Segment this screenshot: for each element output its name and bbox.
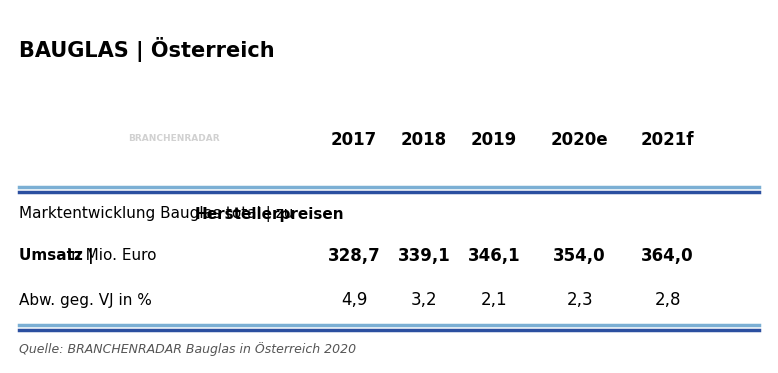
Text: BRANCHENR: BRANCHENR xyxy=(28,164,82,173)
Text: 328,7: 328,7 xyxy=(328,247,380,264)
Text: 2,8: 2,8 xyxy=(654,291,681,309)
Text: 364,0: 364,0 xyxy=(641,247,694,264)
Text: 2019: 2019 xyxy=(471,131,517,149)
Text: Marktentwicklung Bauglas total | zu: Marktentwicklung Bauglas total | zu xyxy=(19,207,299,222)
Text: Herstellerpreisen: Herstellerpreisen xyxy=(194,207,344,222)
Text: BRANCHENRADAR: BRANCHENRADAR xyxy=(28,134,120,143)
Text: 354,0: 354,0 xyxy=(553,247,606,264)
Text: Umsatz |: Umsatz | xyxy=(19,248,94,263)
Text: 2021f: 2021f xyxy=(641,131,694,149)
Text: 2020e: 2020e xyxy=(551,131,608,149)
Text: Abw. geg. VJ in %: Abw. geg. VJ in % xyxy=(19,293,152,308)
Text: BRANCHENRADAR: BRANCHENRADAR xyxy=(128,134,220,143)
Text: 2,3: 2,3 xyxy=(566,291,593,309)
Text: 346,1: 346,1 xyxy=(468,247,520,264)
Text: 4,9: 4,9 xyxy=(341,291,367,309)
Text: Quelle: BRANCHENRADAR Bauglas in Österreich 2020: Quelle: BRANCHENRADAR Bauglas in Österre… xyxy=(19,342,356,356)
Text: BAUGLAS | Österreich: BAUGLAS | Österreich xyxy=(19,37,275,62)
Text: in Mio. Euro: in Mio. Euro xyxy=(61,248,156,263)
Text: 2,1: 2,1 xyxy=(481,291,507,309)
Text: 2017: 2017 xyxy=(331,131,377,149)
Text: 339,1: 339,1 xyxy=(398,247,450,264)
Text: 3,2: 3,2 xyxy=(411,291,437,309)
Text: 2018: 2018 xyxy=(401,131,447,149)
